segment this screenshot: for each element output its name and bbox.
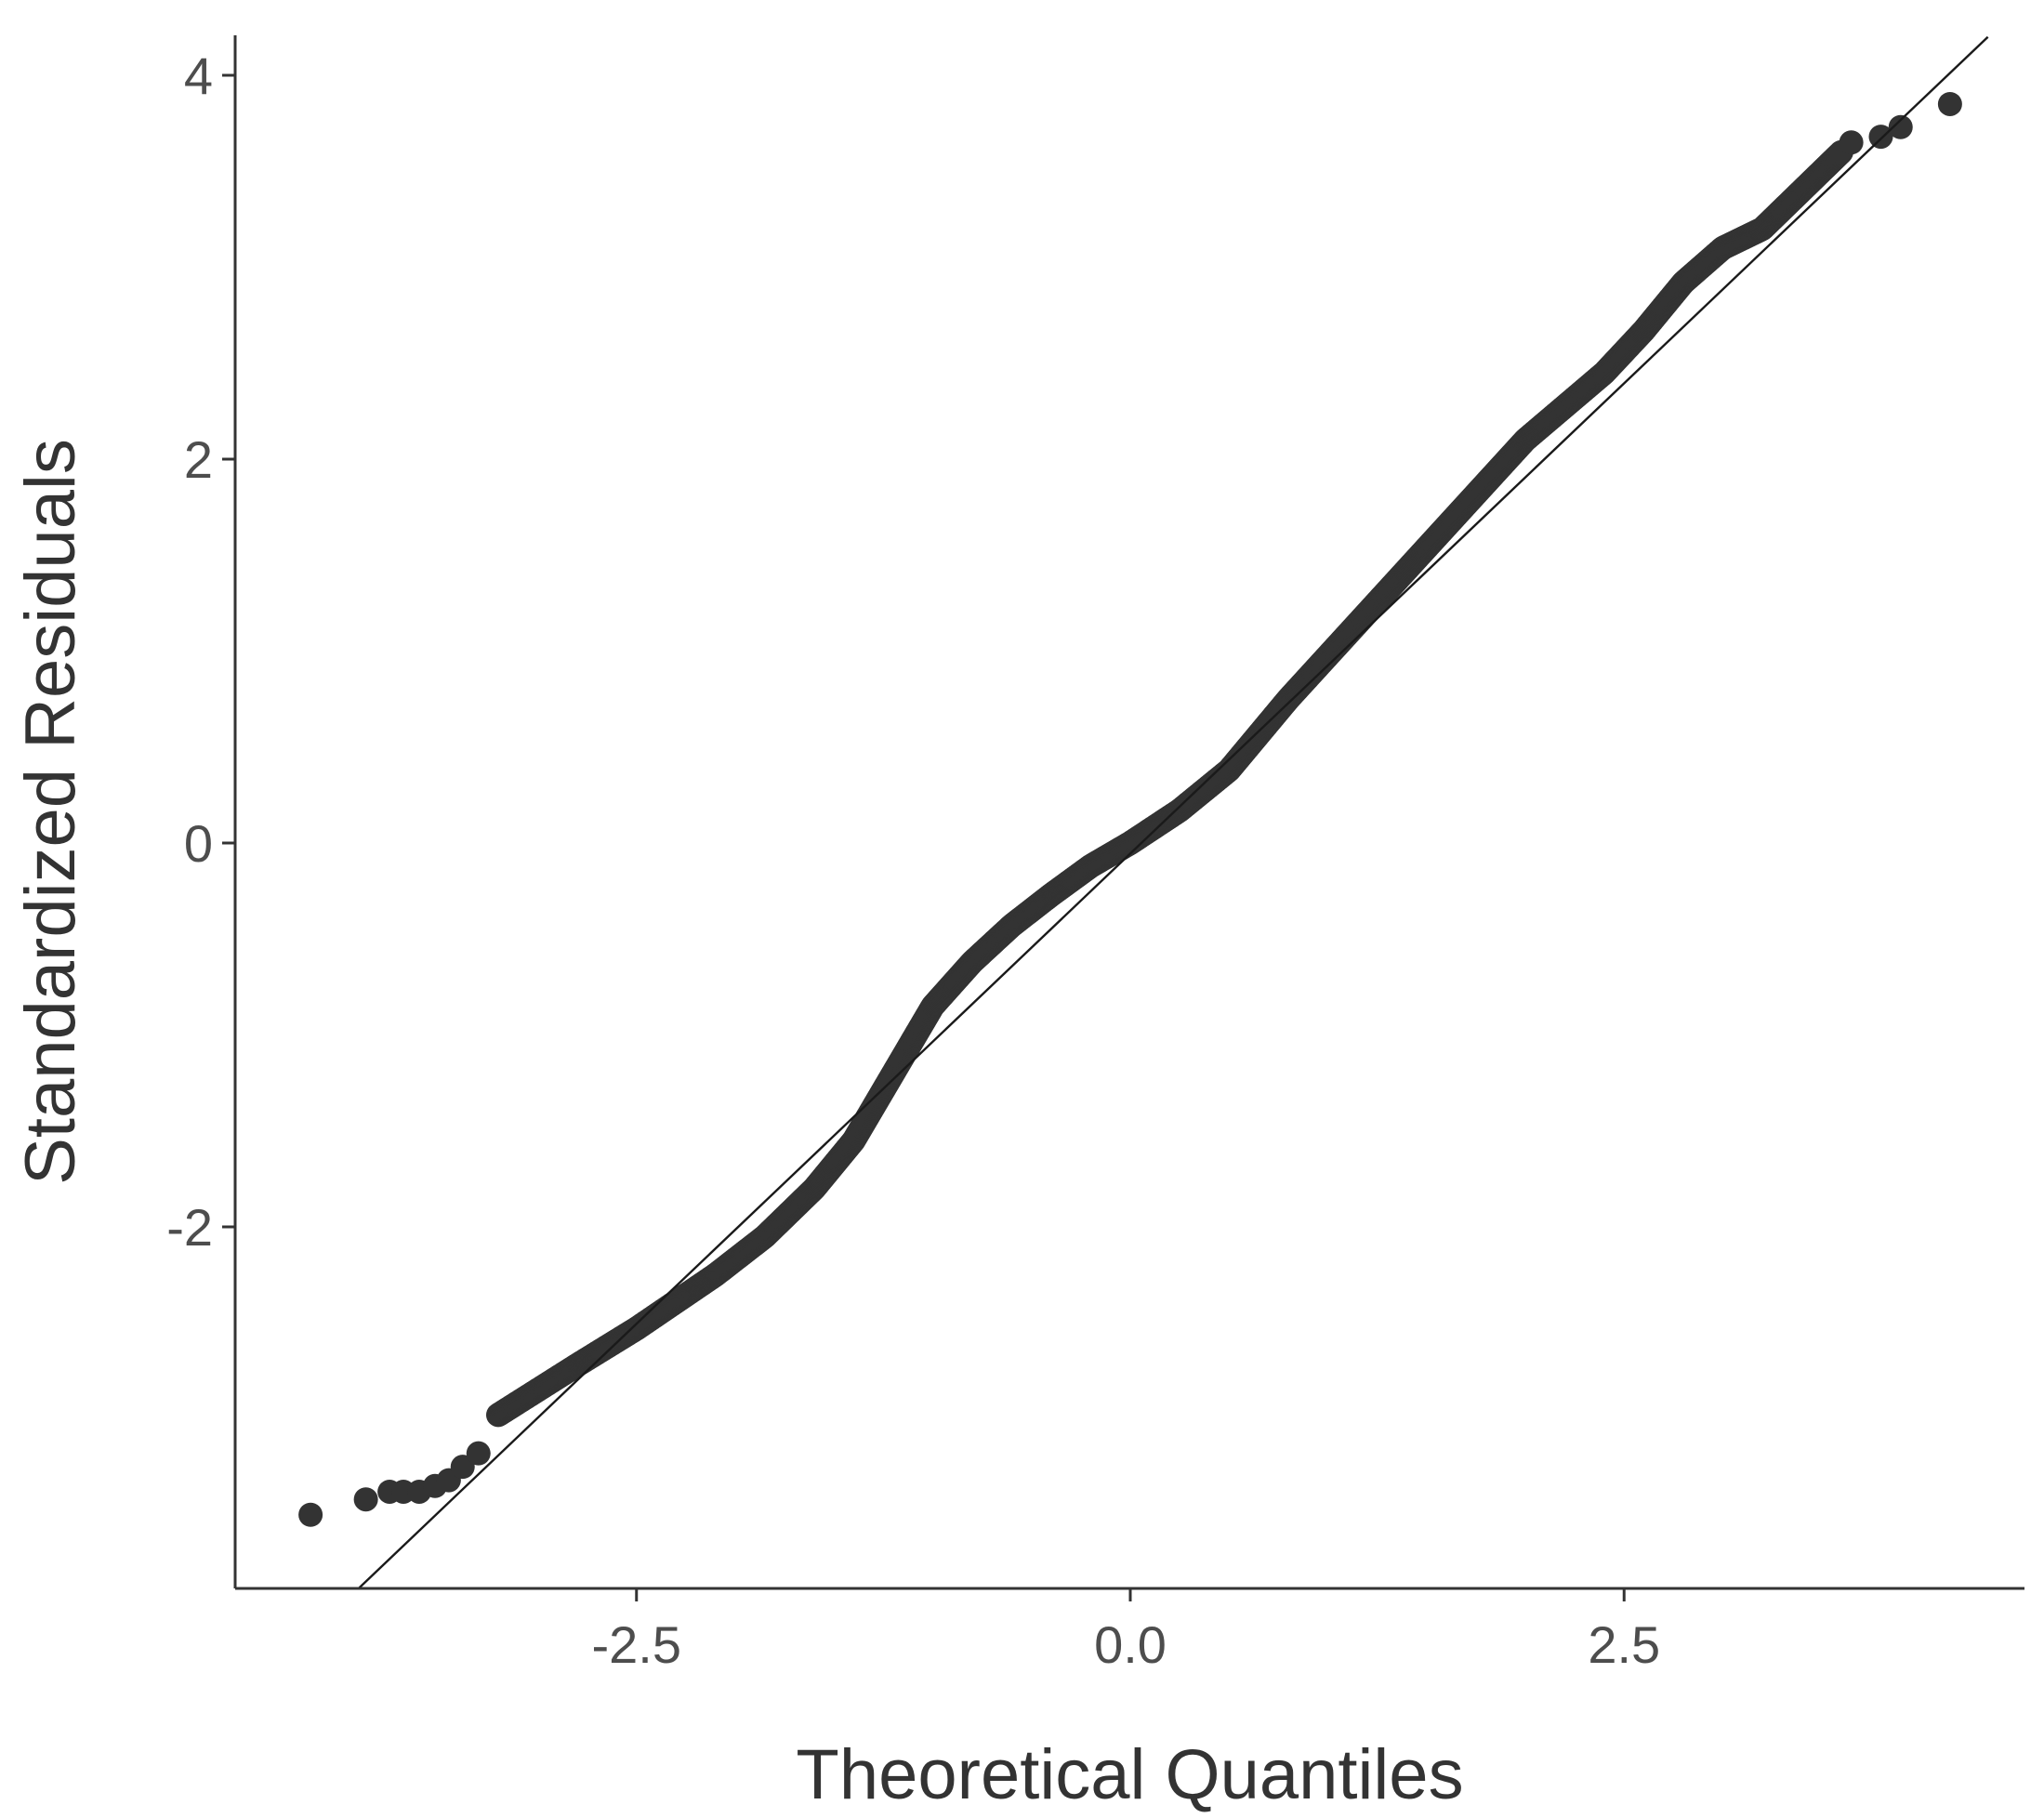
y-tick-label: 0 [184,814,213,873]
y-tick-label: 2 [184,430,213,489]
y-tick-label: 4 [184,46,213,105]
data-point [353,1487,378,1512]
data-point [1839,130,1864,155]
data-point [1868,125,1893,150]
points-layer [298,91,1962,1527]
x-axis-ticks: -2.5 0.0 2.5 [592,1588,1660,1674]
reference-line [358,35,1989,1589]
data-point [1888,114,1913,139]
data-point [450,1455,475,1480]
data-point [466,1441,491,1466]
x-axis-title: Theoretical Quantiles [796,1735,1463,1814]
y-tick-label: -2 [166,1198,213,1257]
x-tick-label: 2.5 [1588,1615,1660,1674]
data-point [1937,91,1962,116]
x-tick-label: 0.0 [1094,1615,1167,1674]
data-point [298,1502,323,1527]
y-axis-ticks: -2 0 2 4 [166,46,235,1257]
y-axis-title: Standardized Residuals [11,439,90,1185]
x-tick-label: -2.5 [592,1615,682,1674]
